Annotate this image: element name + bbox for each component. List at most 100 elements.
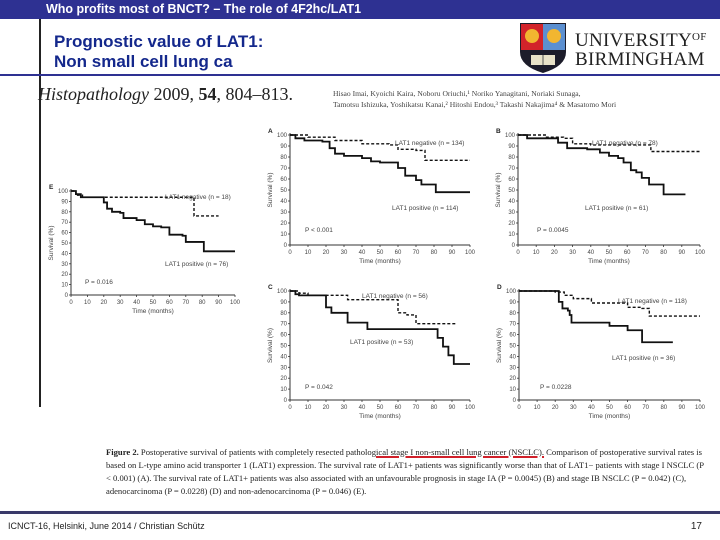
x-tick-label: 20 xyxy=(323,250,330,256)
x-tick-label: 40 xyxy=(359,250,366,256)
y-tick-label: 90 xyxy=(61,199,68,205)
caption-label: Figure 2. xyxy=(106,447,139,457)
y-tick-label: 20 xyxy=(509,376,516,382)
x-axis-label: Time (months) xyxy=(132,308,174,315)
x-axis-label: Time (months) xyxy=(359,258,401,265)
y-tick-label: 60 xyxy=(280,333,287,339)
y-tick-label: 40 xyxy=(509,354,516,360)
y-tick-label: 80 xyxy=(280,311,287,317)
caption-text-rest: Comparison of postoperative survival rat… xyxy=(106,447,704,496)
y-tick-label: 80 xyxy=(508,155,515,161)
p-value-label: P < 0.001 xyxy=(305,227,333,234)
x-tick-label: 60 xyxy=(624,250,631,256)
panel-a: 0 10 20 30 40 50 60 70 80 90 100 0 10 20 30 40 50 60 70 80 9… xyxy=(267,128,476,265)
y-axis-label: Survival (%) xyxy=(267,328,274,363)
logo-of: OF xyxy=(692,31,707,43)
y-tick-label: 10 xyxy=(280,387,287,393)
x-tick-label: 0 xyxy=(516,250,520,256)
panel-letter: D xyxy=(497,284,502,291)
y-tick-label: 60 xyxy=(61,231,68,237)
vertical-divider xyxy=(39,19,41,407)
y-tick-label: 50 xyxy=(61,241,68,247)
survival-curve-positive xyxy=(518,134,686,196)
x-tick-label: 60 xyxy=(624,405,631,411)
x-tick-label: 80 xyxy=(660,405,667,411)
header-bar: Who profits most of BNCT? – The role of … xyxy=(0,0,720,19)
y-tick-label: 10 xyxy=(61,283,68,289)
panel-e: 0 10 20 30 40 50 60 70 80 90 100 0 10 20 30 40 50 60 70 80 9… xyxy=(48,184,241,315)
x-tick-label: 10 xyxy=(534,405,541,411)
y-tick-label: 50 xyxy=(509,344,516,350)
x-tick-label: 20 xyxy=(552,405,559,411)
x-tick-label: 60 xyxy=(395,405,402,411)
y-tick-label: 40 xyxy=(61,251,68,257)
survival-curve-positive xyxy=(71,190,235,253)
y-tick-label: 30 xyxy=(280,210,287,216)
panel-letter: A xyxy=(268,128,273,135)
x-tick-label: 70 xyxy=(413,405,420,411)
x-tick-label: 90 xyxy=(678,250,685,256)
survival-curve-negative xyxy=(290,134,470,161)
y-tick-label: 100 xyxy=(277,289,288,295)
y-tick-label: 40 xyxy=(508,199,515,205)
x-tick-label: 0 xyxy=(517,405,521,411)
y-tick-label: 0 xyxy=(513,398,517,404)
x-tick-label: 10 xyxy=(84,300,91,306)
y-tick-label: 80 xyxy=(509,311,516,317)
y-tick-label: 70 xyxy=(280,322,287,328)
authors-line-2: Tamotsu Ishizuka, Yoshikatsu Kanai,² Hit… xyxy=(333,100,617,109)
x-tick-label: 100 xyxy=(695,405,706,411)
x-tick-label: 80 xyxy=(199,300,206,306)
series-label: LAT1 positive (n = 53) xyxy=(350,339,413,346)
y-tick-label: 20 xyxy=(280,221,287,227)
x-axis-label: Time (months) xyxy=(589,413,631,420)
survival-curve-positive xyxy=(290,290,470,365)
x-tick-label: 100 xyxy=(230,300,241,306)
x-tick-label: 50 xyxy=(377,250,384,256)
x-tick-label: 40 xyxy=(133,300,140,306)
series-label: LAT1 positive (n = 36) xyxy=(612,355,675,362)
y-tick-label: 90 xyxy=(508,144,515,150)
panel-letter: C xyxy=(268,284,273,291)
y-tick-label: 100 xyxy=(506,289,517,295)
x-tick-label: 50 xyxy=(606,405,613,411)
y-tick-label: 90 xyxy=(509,300,516,306)
panel-letter: E xyxy=(49,184,54,191)
y-tick-label: 70 xyxy=(280,166,287,172)
x-tick-label: 90 xyxy=(215,300,222,306)
y-tick-label: 0 xyxy=(65,293,69,299)
title-line-2: Non small cell lung ca xyxy=(54,52,233,71)
y-tick-label: 0 xyxy=(284,398,288,404)
x-tick-label: 30 xyxy=(117,300,124,306)
x-tick-label: 90 xyxy=(449,405,456,411)
survival-curve-negative xyxy=(290,290,456,325)
x-tick-label: 30 xyxy=(570,405,577,411)
y-tick-label: 20 xyxy=(280,376,287,382)
y-axis-label: Survival (%) xyxy=(496,328,503,363)
x-tick-label: 60 xyxy=(166,300,173,306)
x-tick-label: 20 xyxy=(100,300,107,306)
section-title: Who profits most of BNCT? – The role of … xyxy=(46,2,362,16)
x-tick-label: 20 xyxy=(323,405,330,411)
panel-d: 0 10 20 30 40 50 60 70 80 90 100 0 10 20 30 40 50 60 70 80 9… xyxy=(496,284,706,420)
y-tick-label: 60 xyxy=(509,333,516,339)
x-tick-label: 90 xyxy=(679,405,686,411)
figure-caption: Figure 2. Postoperative survival of pati… xyxy=(106,446,706,498)
footer-divider xyxy=(0,511,720,514)
y-tick-label: 40 xyxy=(280,199,287,205)
x-tick-label: 100 xyxy=(695,250,706,256)
x-tick-label: 70 xyxy=(642,405,649,411)
x-axis-label: Time (months) xyxy=(359,413,401,420)
x-tick-label: 40 xyxy=(587,250,594,256)
journal-name: Histopathology xyxy=(38,84,149,104)
page-title: Prognostic value of LAT1: Non small cell… xyxy=(54,32,263,72)
panel-letter: B xyxy=(496,128,501,135)
journal-year: 2009, xyxy=(149,84,199,104)
x-tick-label: 40 xyxy=(359,405,366,411)
x-tick-label: 70 xyxy=(413,250,420,256)
y-tick-label: 20 xyxy=(61,272,68,278)
journal-volume: 54 xyxy=(198,84,217,104)
x-tick-label: 70 xyxy=(182,300,189,306)
